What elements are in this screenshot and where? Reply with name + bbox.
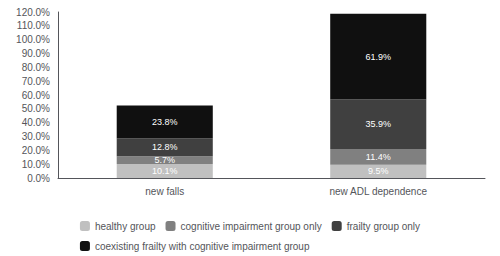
svg-text:12.8%: 12.8%: [152, 142, 178, 152]
svg-text:30.0%: 30.0%: [22, 131, 50, 142]
svg-text:80.0%: 80.0%: [22, 62, 50, 73]
svg-text:40.0%: 40.0%: [22, 117, 50, 128]
svg-text:10.0%: 10.0%: [22, 159, 50, 170]
svg-text:60.0%: 60.0%: [22, 90, 50, 101]
svg-text:coexisting frailty with cognit: coexisting frailty with cognitive impair…: [95, 241, 310, 252]
svg-text:5.7%: 5.7%: [154, 155, 175, 165]
svg-text:120.0%: 120.0%: [16, 7, 50, 18]
svg-text:0.0%: 0.0%: [27, 173, 50, 184]
svg-text:20.0%: 20.0%: [22, 145, 50, 156]
svg-text:frailty group only: frailty group only: [347, 221, 420, 232]
svg-text:healthy group: healthy group: [95, 221, 156, 232]
svg-text:90.0%: 90.0%: [22, 48, 50, 59]
svg-text:new falls: new falls: [145, 186, 184, 197]
svg-text:50.0%: 50.0%: [22, 103, 50, 114]
svg-text:cognitive impairment group onl: cognitive impairment group only: [181, 221, 322, 232]
svg-text:new ADL dependence: new ADL dependence: [330, 186, 428, 197]
svg-text:100.0%: 100.0%: [16, 34, 50, 45]
svg-text:23.8%: 23.8%: [152, 117, 178, 127]
svg-text:110.0%: 110.0%: [17, 20, 50, 31]
svg-text:35.9%: 35.9%: [365, 119, 391, 129]
svg-text:10.1%: 10.1%: [152, 166, 178, 176]
svg-text:11.4%: 11.4%: [366, 152, 391, 162]
svg-text:70.0%: 70.0%: [22, 76, 50, 87]
svg-text:61.9%: 61.9%: [365, 52, 391, 62]
svg-text:9.5%: 9.5%: [368, 166, 389, 176]
